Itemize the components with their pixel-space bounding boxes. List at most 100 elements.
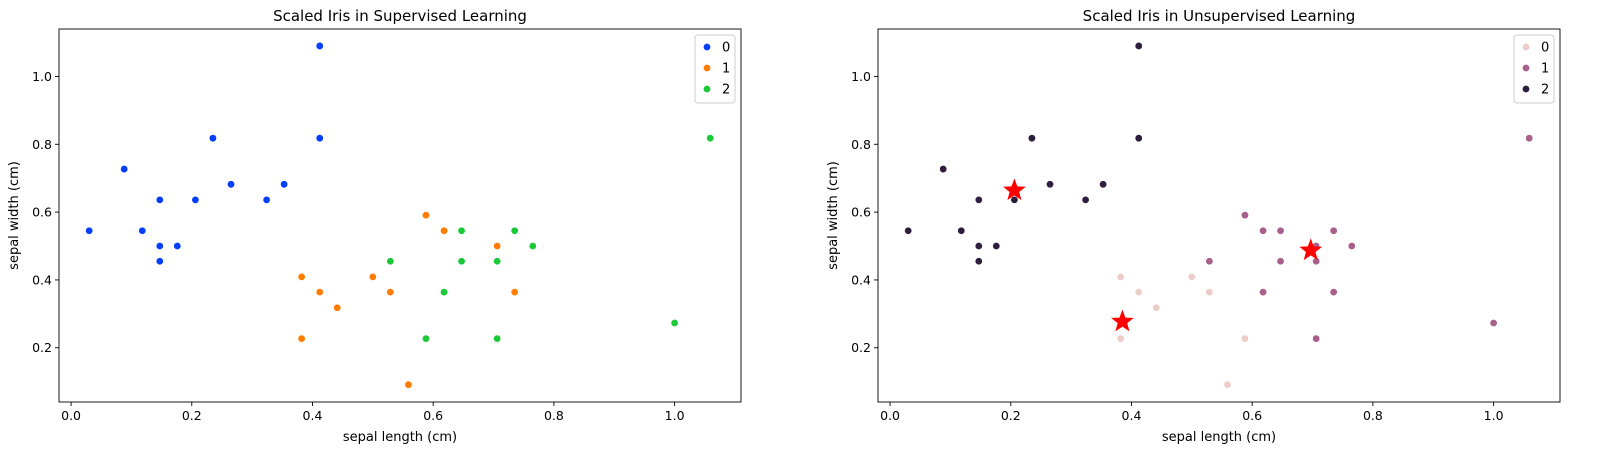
data-point-series-1: [1259, 288, 1268, 297]
data-point-series-2: [1099, 180, 1108, 189]
data-point-series-1: [297, 272, 306, 281]
centroid-star: [1111, 309, 1134, 332]
x-tick-label: 0.6: [1242, 408, 1262, 423]
data-point-series-2: [904, 226, 913, 235]
data-point-series-0: [173, 242, 182, 251]
x-tick-label: 0.6: [423, 408, 443, 423]
x-axis-label: sepal length (cm): [1162, 430, 1276, 445]
data-point-series-0: [191, 195, 200, 204]
data-point-series-0: [138, 226, 147, 235]
data-point-series-2: [1081, 195, 1090, 204]
y-tick-label: 0.6: [32, 205, 52, 220]
data-point-series-2: [457, 226, 466, 235]
x-tick-label: 0.8: [1363, 408, 1383, 423]
data-point-series-1: [1347, 242, 1356, 251]
data-point-series-1: [315, 288, 324, 297]
data-point-series-0: [208, 134, 217, 143]
x-tick-label: 0.8: [544, 408, 564, 423]
data-point-series-2: [1027, 134, 1036, 143]
data-point-series-2: [457, 257, 466, 266]
y-tick-label: 0.2: [32, 340, 52, 355]
data-point-series-2: [1134, 41, 1143, 50]
legend-marker: [1522, 85, 1531, 94]
data-point-series-1: [1329, 288, 1338, 297]
centroid-star: [1299, 238, 1323, 261]
axes-frame: [877, 28, 1561, 403]
data-point-series-0: [155, 242, 164, 251]
axes-frame: [58, 28, 742, 403]
data-point-series-2: [528, 242, 537, 251]
data-point-series-0: [1116, 334, 1125, 343]
data-point-series-1: [333, 303, 342, 312]
data-point-series-2: [706, 134, 715, 143]
legend-marker: [1522, 42, 1531, 51]
data-point-series-0: [155, 257, 164, 266]
y-tick-label: 0.2: [851, 340, 871, 355]
chart-panel-1: Scaled Iris in Unsupervised Learning 0.0 0…: [826, 7, 1561, 445]
data-point-series-1: [404, 380, 413, 389]
data-point-series-0: [1240, 334, 1249, 343]
data-point-series-2: [957, 226, 966, 235]
data-point-series-2: [974, 257, 983, 266]
legend-label: 1: [1541, 62, 1549, 77]
data-point-series-2: [493, 257, 502, 266]
y-tick-label: 0.8: [32, 137, 52, 152]
legend-marker: [702, 64, 711, 73]
y-tick-label: 0.6: [851, 205, 871, 220]
x-tick-label: 0.2: [1001, 408, 1021, 423]
data-point-series-0: [280, 180, 289, 189]
data-point-series-1: [510, 288, 519, 297]
data-point-series-1: [1312, 334, 1321, 343]
legend-marker: [1522, 64, 1531, 73]
data-point-series-1: [1489, 318, 1498, 327]
data-point-series-2: [974, 195, 983, 204]
data-point-series-0: [85, 226, 94, 235]
legend-label: 2: [722, 83, 730, 98]
data-point-series-0: [1152, 303, 1161, 312]
data-point-series-0: [1205, 288, 1214, 297]
y-tick-label: 0.4: [851, 272, 871, 287]
data-point-series-1: [297, 334, 306, 343]
data-point-series-2: [992, 242, 1001, 251]
y-tick-label: 1.0: [32, 69, 52, 84]
data-point-series-0: [1187, 272, 1196, 281]
data-point-series-1: [1276, 257, 1285, 266]
x-tick-label: 1.0: [1484, 408, 1504, 423]
data-point-series-2: [939, 165, 948, 174]
data-point-series-1: [1525, 134, 1534, 143]
data-point-series-1: [421, 211, 430, 220]
data-point-series-2: [1134, 134, 1143, 143]
legend: 0 1 2: [1513, 34, 1555, 104]
data-point-series-1: [368, 272, 377, 281]
data-point-series-0: [1223, 380, 1232, 389]
centroid-star: [1002, 178, 1026, 201]
x-tick-label: 0.2: [182, 408, 202, 423]
data-point-series-1: [440, 226, 449, 235]
data-point-series-2: [1010, 195, 1019, 204]
data-point-series-1: [1329, 226, 1338, 235]
chart-title: Scaled Iris in Supervised Learning: [273, 7, 527, 25]
data-point-series-0: [120, 165, 129, 174]
legend-label: 1: [722, 62, 730, 77]
data-point-series-0: [155, 195, 164, 204]
data-point-series-2: [974, 242, 983, 251]
data-point-series-1: [1240, 211, 1249, 220]
data-point-series-2: [670, 318, 679, 327]
x-tick-label: 0.4: [303, 408, 323, 423]
data-point-series-0: [315, 134, 324, 143]
legend-marker: [702, 42, 711, 51]
data-point-series-0: [262, 195, 271, 204]
data-point-series-2: [510, 226, 519, 235]
legend: 0 1 2: [694, 34, 736, 104]
data-point-series-2: [1046, 180, 1055, 189]
data-point-series-2: [421, 334, 430, 343]
y-tick-label: 1.0: [851, 69, 871, 84]
legend-label: 2: [1541, 83, 1549, 98]
data-point-series-1: [386, 288, 395, 297]
x-tick-label: 0.4: [1122, 408, 1142, 423]
y-axis-label: sepal width (cm): [7, 161, 22, 270]
data-point-series-0: [1116, 272, 1125, 281]
legend-label: 0: [1541, 41, 1549, 56]
data-point-series-0: [1134, 288, 1143, 297]
